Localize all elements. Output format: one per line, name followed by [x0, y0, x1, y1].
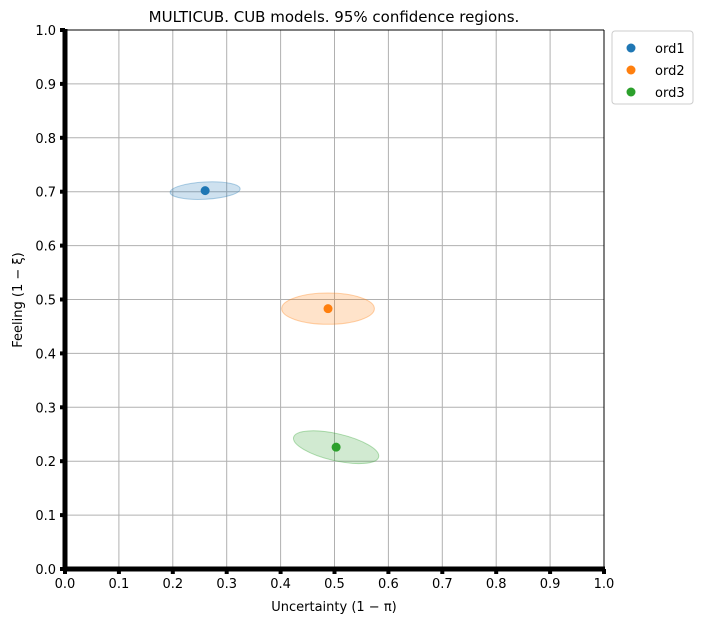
y-tick-labels: 0.0 0.1 0.2 0.3 0.4 0.5 0.6 0.7 0.8 0.9 1.0: [35, 24, 56, 578]
y-tick-label: 0.1: [35, 509, 56, 524]
y-tick-label: 0.8: [35, 132, 56, 147]
confidence-regions: [169, 181, 380, 465]
x-tick-label: 0.3: [216, 577, 237, 592]
legend-label-ord3: ord3: [655, 86, 685, 101]
legend-marker-ord3: [626, 87, 636, 97]
legend-items: ord1 ord2 ord3: [626, 42, 685, 101]
legend-marker-ord2: [626, 65, 636, 75]
x-tick-label: 0.5: [324, 577, 345, 592]
data-point-ord3: [331, 442, 341, 452]
y-tick-label: 0.0: [35, 563, 56, 578]
legend: ord1 ord2 ord3: [611, 30, 694, 105]
y-axis-label: Feeling (1 − ξ): [11, 252, 26, 347]
y-tick-label: 0.5: [35, 294, 56, 309]
x-tick-label: 0.6: [378, 577, 399, 592]
axes: [60, 28, 606, 574]
x-tick-label: 0.0: [55, 577, 76, 592]
chart-title: MULTICUB. CUB models. 95% confidence reg…: [149, 8, 520, 26]
data-point-ord2: [323, 304, 333, 314]
x-tick-label: 0.7: [432, 577, 453, 592]
y-tick-label: 0.3: [35, 401, 56, 416]
x-tick-labels: 0.0 0.1 0.2 0.3 0.4 0.5 0.6 0.7 0.8 0.9 1.0: [55, 577, 615, 592]
y-tick-label: 0.7: [35, 186, 56, 201]
legend-label-ord2: ord2: [655, 64, 685, 79]
x-tick-label: 0.8: [486, 577, 507, 592]
x-tick-label: 0.1: [109, 577, 130, 592]
x-axis-label: Uncertainty (1 − π): [271, 600, 396, 615]
y-tick-label: 0.2: [35, 455, 56, 470]
y-tick-label: 0.9: [35, 78, 56, 93]
data-points: [200, 186, 341, 452]
legend-label-ord1: ord1: [655, 42, 685, 57]
data-point-ord1: [200, 186, 210, 196]
legend-marker-ord1: [626, 43, 636, 53]
y-tick-label: 0.4: [35, 347, 56, 362]
y-tick-label: 1.0: [35, 24, 56, 39]
x-tick-label: 0.9: [540, 577, 561, 592]
y-tick-label: 0.6: [35, 240, 56, 255]
x-tick-label: 0.2: [162, 577, 183, 592]
x-tick-label: 0.4: [270, 577, 291, 592]
x-tick-label: 1.0: [594, 577, 615, 592]
